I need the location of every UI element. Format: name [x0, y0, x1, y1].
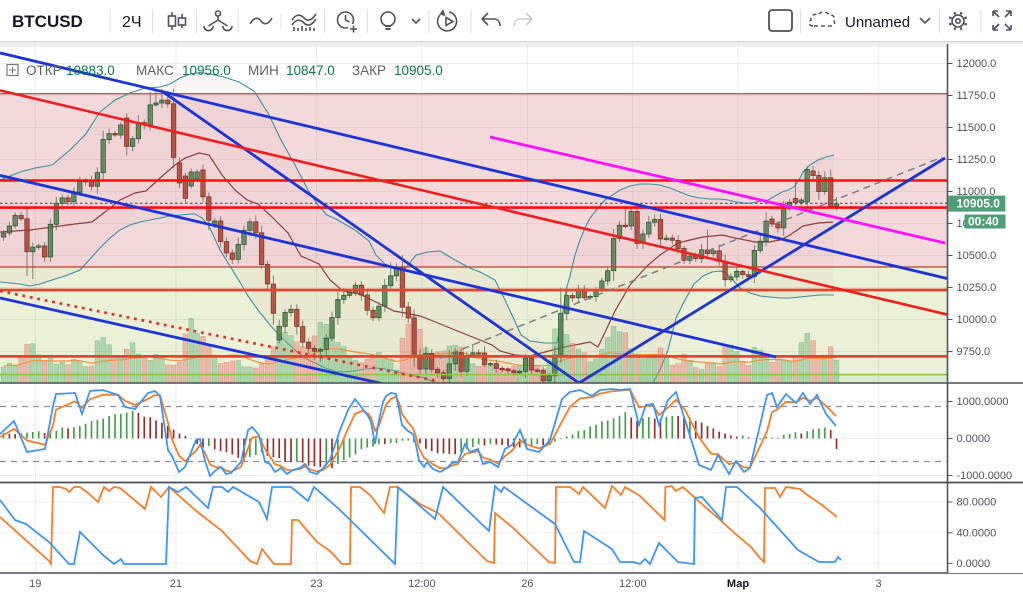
svg-text:ЗАКР: ЗАКР — [352, 63, 386, 78]
svg-text:10883.0: 10883.0 — [66, 63, 115, 78]
svg-text:-1000.0000: -1000.0000 — [957, 470, 1013, 482]
svg-text:10905.0: 10905.0 — [394, 63, 443, 78]
svg-text:19: 19 — [29, 578, 41, 590]
svg-text:80.0000: 80.0000 — [957, 497, 997, 509]
svg-text:Мар: Мар — [727, 578, 749, 590]
svg-text:1000.0000: 1000.0000 — [957, 396, 1009, 408]
svg-text:ОТКР: ОТКР — [26, 63, 62, 78]
svg-text:00:40: 00:40 — [968, 215, 999, 229]
svg-text:МАКС: МАКС — [136, 63, 174, 78]
svg-text:26: 26 — [521, 578, 533, 590]
svg-text:3: 3 — [876, 578, 882, 590]
svg-text:11750.0: 11750.0 — [957, 90, 996, 102]
svg-text:12000.0: 12000.0 — [957, 58, 997, 70]
svg-text:0.0000: 0.0000 — [957, 433, 991, 445]
svg-text:11500.0: 11500.0 — [957, 122, 996, 134]
svg-text:Unnamed: Unnamed — [845, 14, 910, 31]
svg-text:2Ч: 2Ч — [122, 14, 142, 31]
svg-text:10500.0: 10500.0 — [957, 250, 997, 262]
svg-text:11250.0: 11250.0 — [957, 154, 996, 166]
svg-text:10250.0: 10250.0 — [957, 282, 997, 294]
svg-text:40.0000: 40.0000 — [957, 527, 997, 539]
svg-text:23: 23 — [310, 578, 322, 590]
svg-text:12:00: 12:00 — [408, 578, 436, 590]
svg-text:МИН: МИН — [248, 63, 279, 78]
svg-text:0.0000: 0.0000 — [957, 558, 991, 570]
svg-text:10847.0: 10847.0 — [286, 63, 335, 78]
svg-text:9750.0: 9750.0 — [957, 346, 991, 358]
svg-text:10000.0: 10000.0 — [957, 314, 997, 326]
svg-text:10905.0: 10905.0 — [957, 197, 1001, 211]
svg-text:21: 21 — [170, 578, 182, 590]
svg-text:BTCUSD: BTCUSD — [12, 12, 83, 31]
svg-text:10956.0: 10956.0 — [182, 63, 231, 78]
svg-text:12:00: 12:00 — [619, 578, 647, 590]
